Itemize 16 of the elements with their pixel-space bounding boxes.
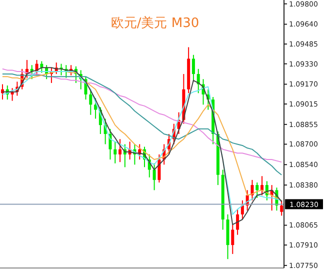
- candlestick: [256, 182, 259, 198]
- candlestick: [240, 200, 244, 220]
- candlestick: [152, 162, 156, 191]
- candlestick: [118, 138, 122, 163]
- candlestick: [192, 54, 195, 81]
- candlestick: [231, 224, 234, 254]
- candlestick: [89, 88, 92, 116]
- candlestick: [260, 176, 264, 196]
- candlestick: [250, 179, 254, 201]
- candlestick: [158, 154, 161, 183]
- candlestick: [236, 208, 240, 236]
- text: 欧元/美元 M30: [110, 15, 200, 32]
- line-series: [2, 68, 282, 163]
- candlestick: [94, 98, 98, 120]
- candlestick: [114, 141, 117, 164]
- candlestick: [280, 200, 284, 216]
